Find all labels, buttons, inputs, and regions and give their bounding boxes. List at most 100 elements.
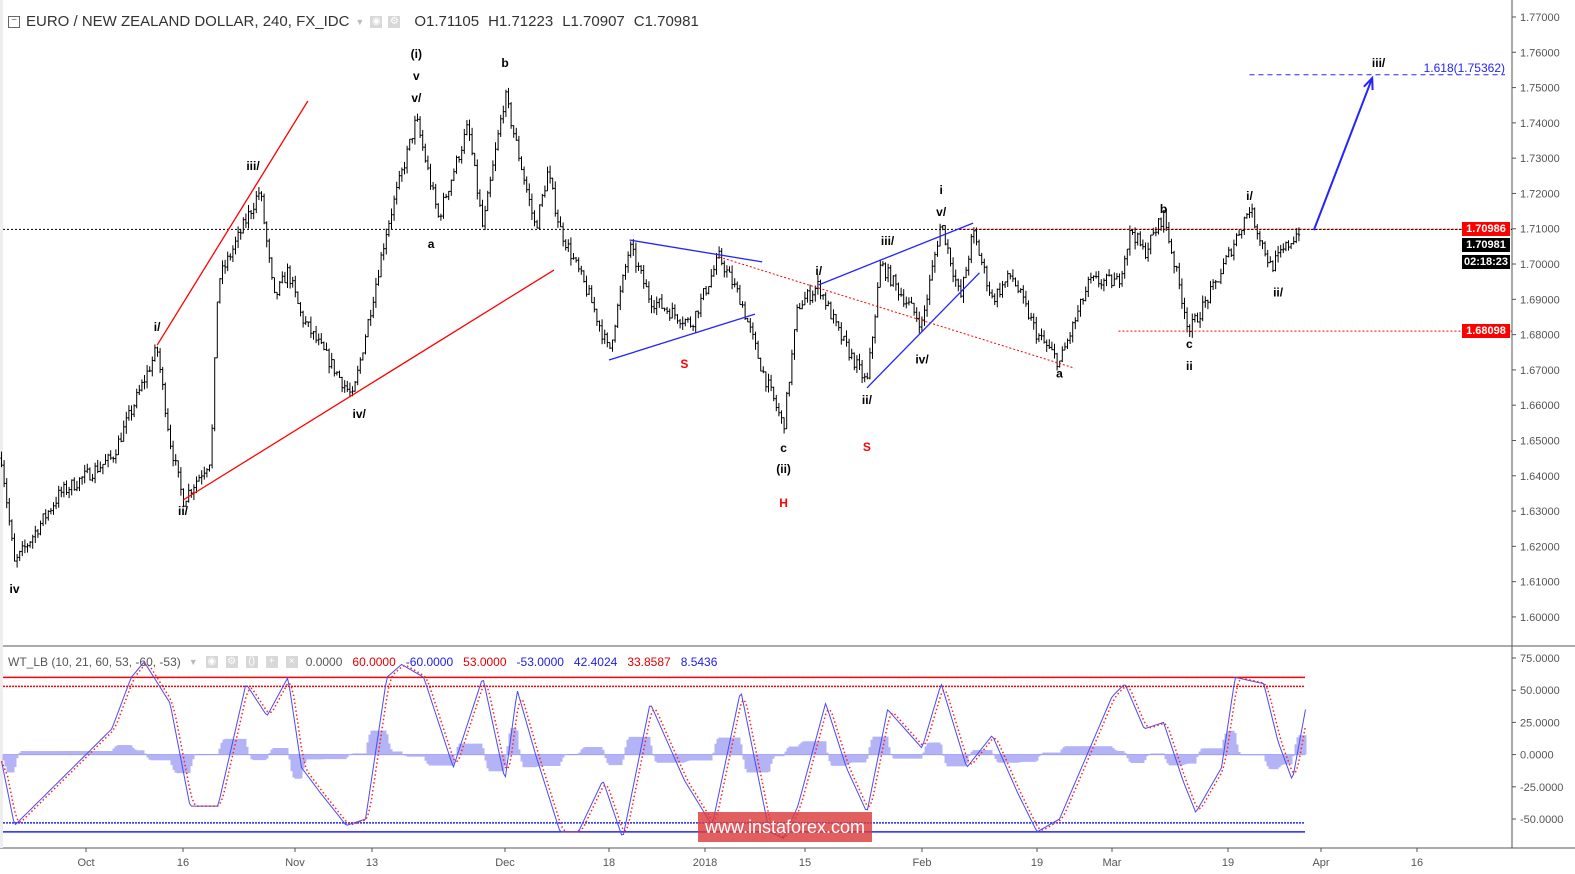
wave-label: a	[1056, 366, 1063, 380]
indicator-title[interactable]: WT_LB (10, 21, 60, 53, -60, -53)	[8, 655, 181, 669]
wave-label: b	[501, 56, 508, 70]
wave-label: iv	[9, 582, 19, 596]
wave-label: H	[779, 496, 788, 510]
price-tick-label: 1.72000	[1520, 188, 1560, 200]
open-value: O1.71105	[414, 13, 480, 30]
arrow-head-icon	[1363, 75, 1374, 91]
indicator-header: WT_LB (10, 21, 60, 53, -60, -53) ▼ ◉ ⚙ (…	[8, 655, 717, 669]
wave-label: ii/	[1273, 285, 1284, 299]
price-tick-label: 1.67000	[1520, 365, 1560, 377]
indicator-values: 0.0000 60.0000 -60.0000 53.0000 -53.0000 42.4…	[306, 655, 718, 669]
symbol-title[interactable]: EURO / NEW ZEALAND DOLLAR, 240, FX_IDC	[26, 13, 350, 30]
trend-line	[608, 313, 756, 361]
wave-label: i/	[1246, 189, 1253, 203]
wave-label: iii/	[1372, 56, 1386, 70]
time-tick-label: Apr	[1312, 857, 1329, 869]
close-icon[interactable]: ×	[285, 656, 298, 668]
wave-label: a	[428, 237, 435, 251]
price-tick-label: 1.63000	[1520, 506, 1560, 518]
trend-line	[818, 222, 974, 286]
wave-label: iv/	[352, 407, 366, 421]
time-tick-label: 15	[799, 857, 811, 869]
wave-label: v/	[936, 205, 947, 219]
left-edge	[0, 0, 3, 848]
indicator-value: -53.0000	[516, 655, 564, 669]
osc-tick-label: 75.0000	[1520, 653, 1560, 665]
wave-label: iv/	[915, 352, 929, 366]
trend-line	[156, 100, 309, 346]
osc-tick-label: -25.0000	[1520, 782, 1563, 794]
eye-icon[interactable]: ◉	[205, 656, 218, 668]
watermark: www.instaforex.com	[698, 812, 872, 842]
time-tick-label: Mar	[1103, 857, 1122, 869]
osc-tick-label: 50.0000	[1520, 685, 1560, 697]
price-tick-label: 1.64000	[1520, 471, 1560, 483]
trend-line	[182, 269, 555, 501]
time-tick-label: 18	[603, 857, 615, 869]
time-tick-label: Dec	[495, 857, 515, 869]
price-tick-label: 1.73000	[1520, 153, 1560, 165]
indicator-value: 0.0000	[305, 655, 343, 669]
price-tick-label: 1.62000	[1520, 541, 1560, 553]
time-tick-label: Oct	[77, 857, 94, 869]
wave-label: (i)	[411, 47, 422, 61]
price-bars	[0, 87, 1301, 568]
trend-line	[719, 256, 1075, 369]
projection-arrow	[1312, 77, 1374, 231]
plus-icon[interactable]: +	[265, 656, 278, 668]
collapse-icon[interactable]: −	[8, 15, 20, 28]
fib-extension-label: 1.618(1.75362)	[1424, 61, 1505, 75]
price-tick-label: 1.66000	[1520, 400, 1560, 412]
trend-line	[629, 239, 763, 263]
eye-icon[interactable]: ◉	[370, 15, 383, 28]
wave-label: (ii)	[776, 462, 791, 476]
wave-label: iii/	[246, 159, 260, 173]
indicator-value: 53.0000	[463, 655, 507, 669]
price-tick-label: 1.75000	[1520, 83, 1560, 95]
price-tick-label: 1.68000	[1520, 330, 1560, 342]
price-tick-label: 1.77000	[1520, 12, 1560, 24]
wave-label: iii/	[881, 234, 895, 248]
close-value: C1.70981	[633, 13, 699, 30]
wave-label: i/	[815, 264, 822, 278]
indicator-value: 42.4024	[573, 655, 618, 669]
osc-tick-label: 0.0000	[1520, 750, 1554, 762]
wt2-line	[0, 663, 1307, 838]
time-tick-label: 19	[1222, 857, 1234, 869]
time-tick-label: 13	[366, 857, 378, 869]
symbol-header: − EURO / NEW ZEALAND DOLLAR, 240, FX_IDC…	[8, 13, 708, 30]
price-tick-label: 1.60000	[1520, 612, 1560, 624]
price-tick-label: 1.76000	[1520, 47, 1560, 59]
indicator-value: 33.8587	[627, 655, 671, 669]
wave-label: ii	[1186, 359, 1193, 373]
indicator-value: 60.0000	[352, 655, 396, 669]
indicator-value: -60.0000	[405, 655, 454, 669]
time-tick-label: 2018	[693, 857, 717, 869]
chevron-down-icon[interactable]: ▼	[188, 657, 198, 667]
source-code-icon[interactable]: ()	[245, 656, 258, 668]
last-price-tag: 1.70981	[1462, 238, 1510, 252]
wave-label: c	[1186, 337, 1193, 351]
high-value: H1.71223	[488, 13, 554, 30]
time-tick-label: Feb	[913, 857, 932, 869]
price-tick-label: 1.71000	[1520, 224, 1560, 236]
price-tick-label: 1.61000	[1520, 577, 1560, 589]
ohlc-values: O1.71105 H1.71223 L1.70907 C1.70981	[414, 13, 707, 30]
osc-tick-label: 25.0000	[1520, 717, 1560, 729]
wave-label: b	[1160, 202, 1167, 216]
wave-label: i	[939, 183, 942, 197]
low-value: L1.70907	[562, 13, 625, 30]
gear-icon[interactable]: ⚙	[225, 656, 238, 668]
chevron-down-icon[interactable]: ▼	[355, 16, 365, 27]
indicator-value: 8.5436	[680, 655, 718, 669]
price-tick-label: 1.74000	[1520, 118, 1560, 130]
wave-label: v/	[411, 91, 422, 105]
time-tick-label: 16	[177, 857, 189, 869]
bar-countdown-tag: 02:18:23	[1462, 255, 1510, 269]
wave-label: c	[780, 441, 787, 455]
gear-icon[interactable]: ⚙	[388, 15, 401, 28]
time-tick-label: 19	[1031, 857, 1043, 869]
wave-label: S	[680, 357, 688, 371]
